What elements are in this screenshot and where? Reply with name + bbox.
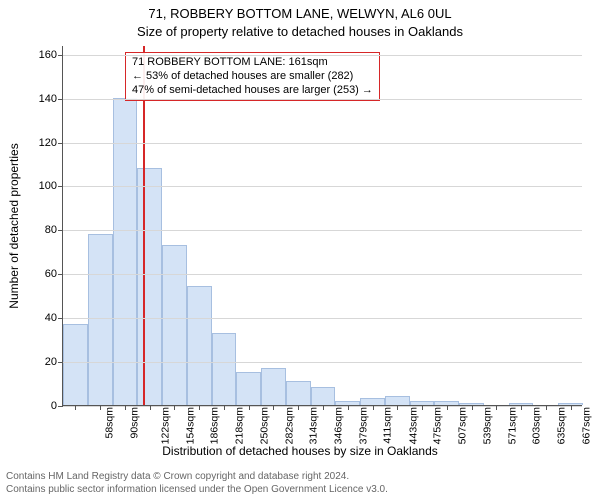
- xtick-label: 58sqm: [104, 407, 116, 439]
- annotation-line: 71 ROBBERY BOTTOM LANE: 161sqm: [132, 56, 373, 70]
- xtick-mark: [571, 405, 572, 410]
- xtick-mark: [75, 405, 76, 410]
- x-axis-label: Distribution of detached houses by size …: [0, 444, 600, 458]
- xtick-mark: [546, 405, 547, 410]
- xtick-mark: [496, 405, 497, 410]
- xtick-mark: [249, 405, 250, 410]
- ytick-mark: [58, 186, 63, 187]
- footer-line: Contains public sector information licen…: [6, 484, 388, 497]
- histogram-bar: [311, 387, 336, 405]
- gridline: [63, 362, 582, 363]
- ytick-label: 40: [45, 312, 57, 324]
- xtick-label: 282sqm: [283, 407, 295, 444]
- ytick-label: 60: [45, 268, 57, 280]
- histogram-bar: [212, 333, 237, 405]
- histogram-bar: [236, 372, 261, 405]
- xtick-mark: [422, 405, 423, 410]
- xtick-mark: [125, 405, 126, 410]
- xtick-mark: [150, 405, 151, 410]
- annotation-box: 71 ROBBERY BOTTOM LANE: 161sqm ← 53% of …: [125, 52, 380, 101]
- gridline: [63, 186, 582, 187]
- ytick-mark: [58, 99, 63, 100]
- gridline: [63, 230, 582, 231]
- ytick-label: 80: [45, 224, 57, 236]
- histogram-bar: [137, 168, 162, 405]
- annotation-line: ← 53% of detached houses are smaller (28…: [132, 70, 373, 84]
- xtick-mark: [348, 405, 349, 410]
- ytick-label: 0: [51, 400, 57, 412]
- xtick-label: 475sqm: [432, 407, 444, 444]
- ytick-mark: [58, 362, 63, 363]
- xtick-label: 218sqm: [234, 407, 246, 444]
- xtick-label: 250sqm: [258, 407, 270, 444]
- ytick-mark: [58, 230, 63, 231]
- y-axis-label: Number of detached properties: [7, 143, 21, 308]
- xtick-label: 314sqm: [308, 407, 320, 444]
- xtick-mark: [224, 405, 225, 410]
- chart-title-sub: Size of property relative to detached ho…: [0, 24, 600, 39]
- xtick-label: 154sqm: [184, 407, 196, 444]
- footer-line: Contains HM Land Registry data © Crown c…: [6, 471, 388, 484]
- gridline: [63, 318, 582, 319]
- ytick-label: 120: [39, 137, 57, 149]
- ytick-mark: [58, 143, 63, 144]
- histogram-bar: [261, 368, 286, 405]
- ytick-mark: [58, 274, 63, 275]
- xtick-label: 411sqm: [381, 407, 393, 444]
- histogram-bar: [187, 286, 212, 405]
- xtick-label: 443sqm: [407, 407, 419, 444]
- xtick-label: 122sqm: [159, 407, 171, 444]
- gridline: [63, 274, 582, 275]
- xtick-label: 539sqm: [481, 407, 493, 444]
- xtick-label: 603sqm: [531, 407, 543, 444]
- xtick-mark: [323, 405, 324, 410]
- gridline: [63, 99, 582, 100]
- ytick-label: 100: [39, 180, 57, 192]
- xtick-label: 379sqm: [357, 407, 369, 444]
- xtick-label: 507sqm: [456, 407, 468, 444]
- ytick-label: 160: [39, 49, 57, 61]
- chart-title-main: 71, ROBBERY BOTTOM LANE, WELWYN, AL6 0UL: [0, 6, 600, 21]
- xtick-label: 90sqm: [129, 407, 141, 439]
- xtick-mark: [373, 405, 374, 410]
- ytick-label: 140: [39, 93, 57, 105]
- histogram-bar: [360, 398, 385, 405]
- xtick-mark: [397, 405, 398, 410]
- histogram-bar: [63, 324, 88, 405]
- ytick-mark: [58, 318, 63, 319]
- annotation-line: 47% of semi-detached houses are larger (…: [132, 84, 373, 98]
- ytick-label: 20: [45, 356, 57, 368]
- xtick-mark: [472, 405, 473, 410]
- xtick-mark: [521, 405, 522, 410]
- xtick-mark: [174, 405, 175, 410]
- xtick-label: 186sqm: [209, 407, 221, 444]
- histogram-bar: [286, 381, 311, 405]
- histogram-bar: [385, 396, 410, 405]
- plot-area: 71 ROBBERY BOTTOM LANE: 161sqm ← 53% of …: [62, 46, 582, 406]
- footer-attribution: Contains HM Land Registry data © Crown c…: [6, 471, 388, 496]
- xtick-mark: [447, 405, 448, 410]
- xtick-mark: [100, 405, 101, 410]
- xtick-label: 667sqm: [580, 407, 592, 444]
- histogram-bar: [162, 245, 187, 405]
- xtick-label: 635sqm: [555, 407, 567, 444]
- xtick-mark: [199, 405, 200, 410]
- xtick-mark: [273, 405, 274, 410]
- gridline: [63, 55, 582, 56]
- gridline: [63, 143, 582, 144]
- histogram-bar: [88, 234, 113, 405]
- ytick-mark: [58, 406, 63, 407]
- histogram-chart: 71, ROBBERY BOTTOM LANE, WELWYN, AL6 0UL…: [0, 0, 600, 500]
- ytick-mark: [58, 55, 63, 56]
- histogram-bar: [113, 98, 138, 405]
- xtick-mark: [298, 405, 299, 410]
- xtick-label: 571sqm: [506, 407, 518, 444]
- xtick-label: 346sqm: [333, 407, 345, 444]
